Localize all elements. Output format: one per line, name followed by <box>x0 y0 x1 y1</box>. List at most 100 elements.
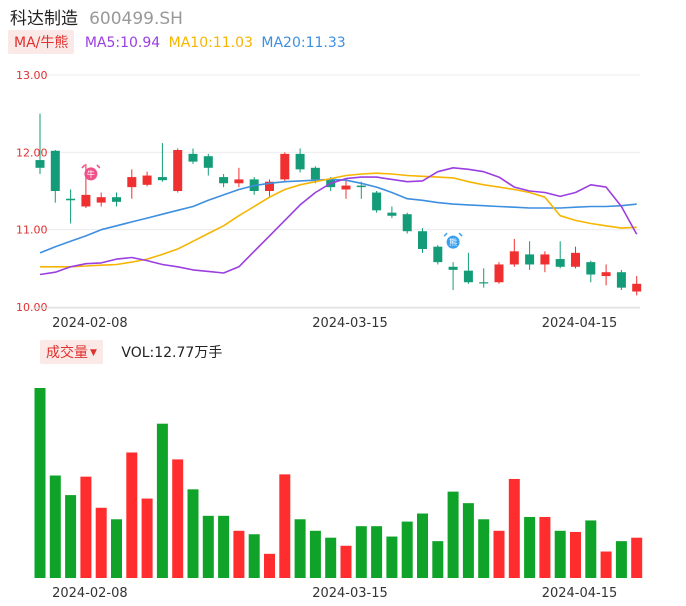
candle <box>112 192 121 207</box>
candle <box>571 246 580 269</box>
volume-bar <box>631 537 643 578</box>
volume-bar <box>111 519 122 578</box>
volume-x-tick-label: 2024-02-08 <box>52 586 128 601</box>
candle <box>448 262 458 290</box>
candle-body <box>372 192 382 211</box>
bear-horns <box>443 232 463 237</box>
candle-body <box>418 231 427 249</box>
candle <box>632 276 642 296</box>
volume-bar <box>417 513 428 578</box>
volume-bar <box>493 530 505 578</box>
volume-bar <box>156 423 168 578</box>
bear-badge <box>446 235 460 249</box>
volume-indicator-label: 成交量 <box>46 345 88 361</box>
candle-body <box>142 175 152 185</box>
volume-bar <box>141 498 153 578</box>
volume-value-label: VOL:12.77万手 <box>121 345 223 361</box>
candle-body <box>463 270 473 283</box>
volume-indicator-button[interactable]: 成交量 ▼ <box>40 340 103 364</box>
candle <box>142 171 152 187</box>
volume-bar <box>432 541 444 578</box>
candle <box>203 153 213 176</box>
candle-body <box>127 177 137 188</box>
candle <box>295 148 305 173</box>
volume-bar <box>570 531 581 578</box>
ma20-label: MA20:11.33 <box>261 35 346 51</box>
candle-body <box>112 197 121 202</box>
candle <box>463 252 473 284</box>
stock-code: 600499.SH <box>89 9 183 29</box>
volume-legend: 成交量 ▼ VOL:12.77万手 <box>40 340 223 364</box>
candle-body <box>433 246 443 263</box>
volume-bar <box>524 516 536 578</box>
volume-bar <box>294 519 306 578</box>
candle <box>601 264 611 286</box>
candle <box>540 251 550 273</box>
volume-bar <box>187 489 199 578</box>
bull-badge <box>84 167 98 181</box>
candle <box>402 212 412 234</box>
candle-body <box>586 262 596 275</box>
candle <box>616 269 626 290</box>
volume-bar <box>371 526 383 578</box>
candle <box>525 241 535 270</box>
caret-down-icon: ▼ <box>90 348 97 358</box>
candle-body <box>540 254 550 265</box>
candle-body <box>35 160 45 168</box>
candle <box>219 173 229 188</box>
volume-bar <box>80 476 92 578</box>
volume-bar <box>202 515 214 578</box>
volume-bar <box>539 516 551 578</box>
candle-body <box>66 198 76 201</box>
volume-bar <box>554 530 566 578</box>
candle <box>387 206 397 219</box>
volume-bar <box>95 507 107 578</box>
x-tick-label: 2024-02-08 <box>52 316 128 331</box>
volume-bar <box>478 519 490 578</box>
candle-body <box>448 266 458 270</box>
candle-body <box>234 179 244 184</box>
candle <box>479 268 489 288</box>
volume-bar <box>126 452 138 578</box>
volume-bar <box>49 475 61 578</box>
price-tick-label: 13.00 <box>16 69 48 82</box>
candle-body <box>555 259 565 267</box>
ma10-label: MA10:11.03 <box>168 35 253 51</box>
candle <box>173 148 183 193</box>
ma-toggle-button[interactable]: MA/牛熊 <box>8 30 75 54</box>
candle-body <box>616 272 626 288</box>
candle-body <box>494 264 504 283</box>
candle-body <box>173 150 183 191</box>
candle <box>341 179 351 199</box>
volume-bar <box>309 530 321 578</box>
candle <box>157 143 167 182</box>
candle-body <box>219 177 229 184</box>
stock-name: 科达制造 <box>10 9 78 29</box>
bull-badge-text: 牛 <box>87 169 95 179</box>
candle <box>586 260 596 283</box>
candle <box>433 245 443 265</box>
candle-body <box>280 153 290 180</box>
candle <box>234 167 244 188</box>
candle-body <box>341 185 351 190</box>
candle-body <box>387 212 397 216</box>
candle-body <box>479 282 489 284</box>
candle <box>66 189 76 224</box>
candle-body <box>265 181 274 191</box>
bull-icon: 牛 <box>81 164 101 181</box>
candle <box>188 148 198 164</box>
candle <box>265 179 274 198</box>
candle-body <box>356 185 366 188</box>
ma5-label: MA5:10.94 <box>84 35 161 51</box>
volume-bar <box>325 537 337 578</box>
candle-body <box>632 283 642 292</box>
volume-bar <box>600 551 612 578</box>
candle <box>494 262 504 284</box>
volume-bar <box>447 491 459 578</box>
volume-bar <box>508 478 520 578</box>
volume-bar <box>65 495 77 578</box>
ma-legend: MA/牛熊 MA5:10.94 MA10:11.03 MA20:11.33 <box>8 30 350 54</box>
volume-bar <box>355 526 367 578</box>
ma10-line <box>40 172 637 268</box>
